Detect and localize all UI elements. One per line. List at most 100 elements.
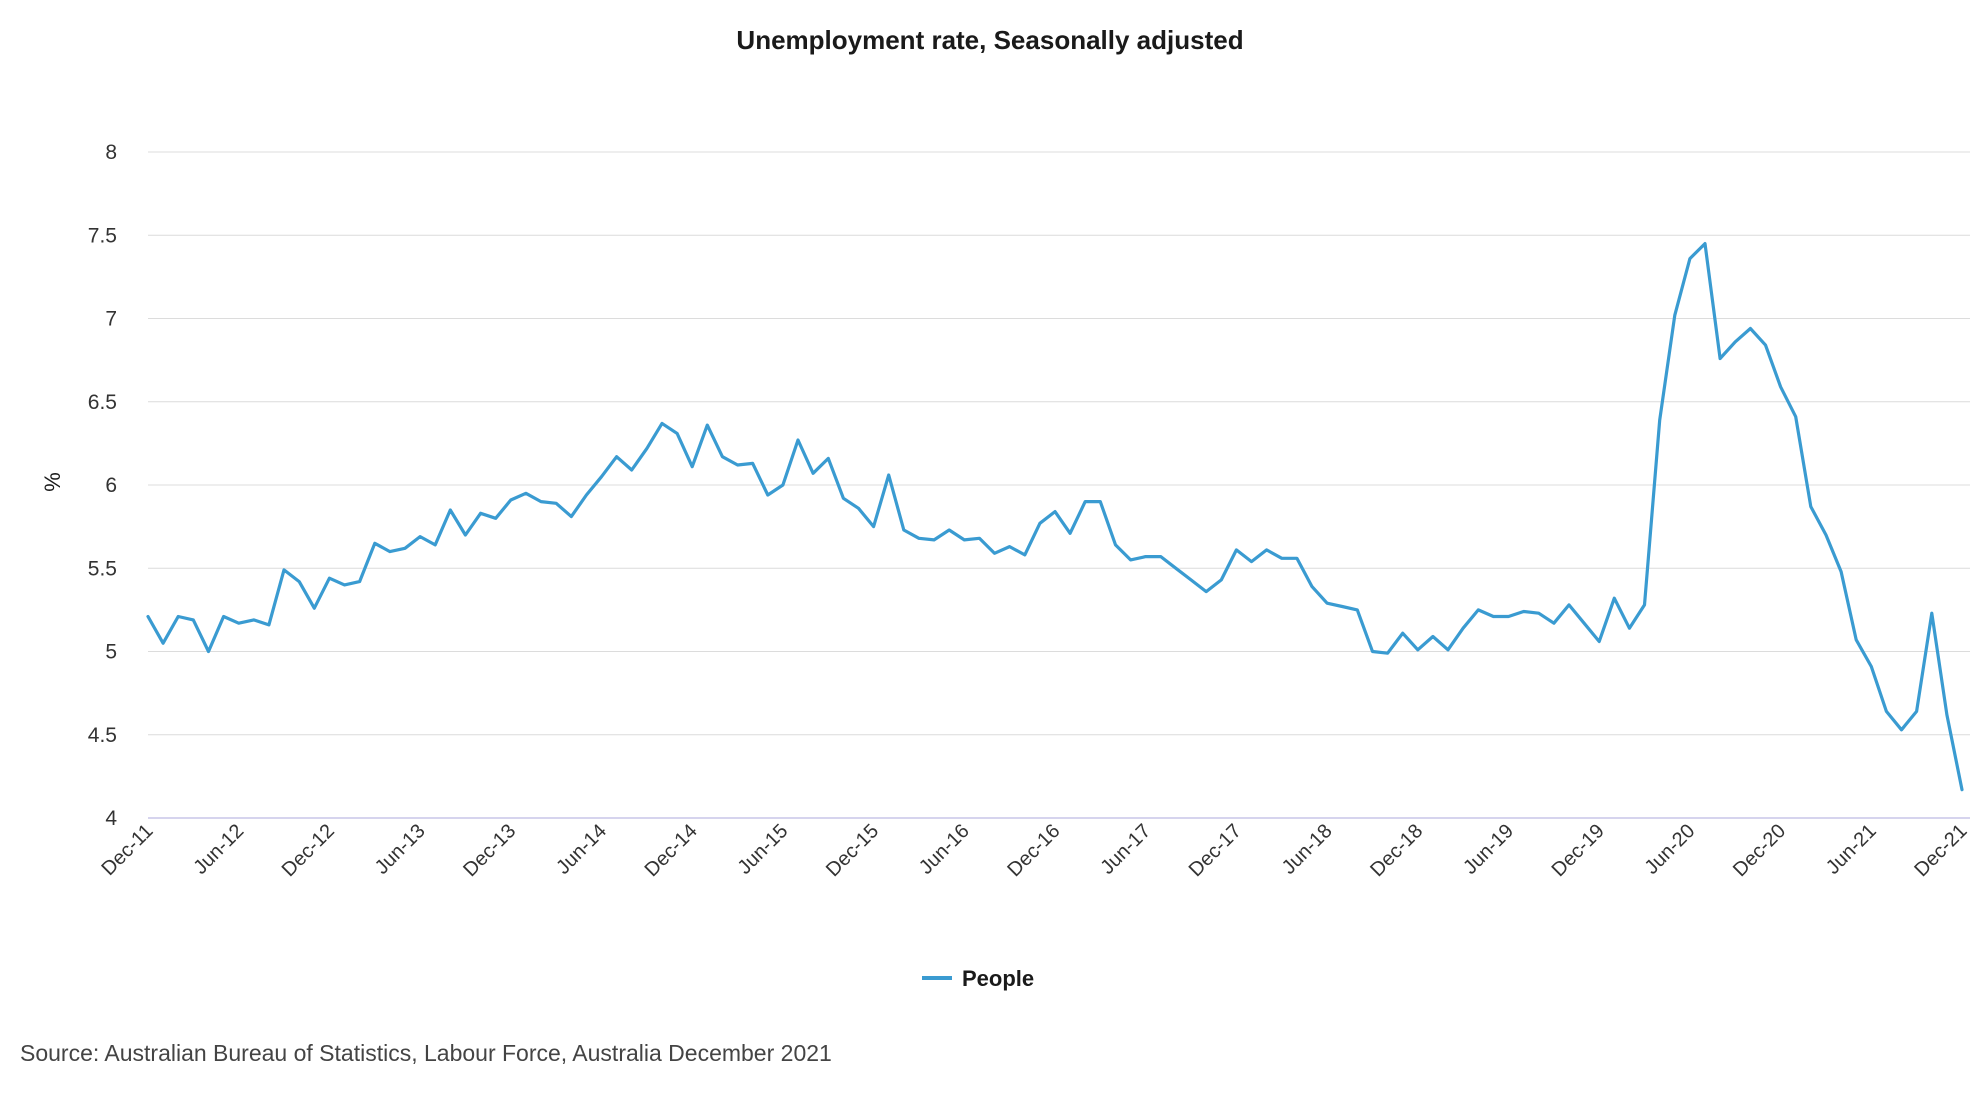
data-point[interactable] xyxy=(1203,589,1209,595)
data-point[interactable] xyxy=(1551,620,1557,626)
data-point[interactable] xyxy=(1249,559,1255,565)
data-point[interactable] xyxy=(1158,554,1164,560)
data-point[interactable] xyxy=(1475,607,1481,613)
data-point[interactable] xyxy=(1642,602,1648,608)
data-point[interactable] xyxy=(946,527,952,533)
data-point[interactable] xyxy=(190,617,196,623)
data-point[interactable] xyxy=(1173,565,1179,571)
data-point[interactable] xyxy=(1339,604,1345,610)
data-point[interactable] xyxy=(205,649,211,655)
data-point[interactable] xyxy=(765,492,771,498)
data-point[interactable] xyxy=(1218,577,1224,583)
data-point[interactable] xyxy=(1521,609,1527,615)
data-point[interactable] xyxy=(402,545,408,551)
data-point[interactable] xyxy=(1823,532,1829,538)
data-point[interactable] xyxy=(1007,544,1013,550)
data-point[interactable] xyxy=(1914,708,1920,714)
data-point[interactable] xyxy=(538,499,544,505)
data-point[interactable] xyxy=(629,467,635,473)
data-point[interactable] xyxy=(1853,637,1859,643)
data-point[interactable] xyxy=(735,462,741,468)
data-point[interactable] xyxy=(296,579,302,585)
data-point[interactable] xyxy=(1687,256,1693,262)
data-point[interactable] xyxy=(795,437,801,443)
data-point[interactable] xyxy=(1037,520,1043,526)
data-point[interactable] xyxy=(644,445,650,451)
series-line-people[interactable] xyxy=(146,242,1964,792)
data-point[interactable] xyxy=(175,614,181,620)
data-point[interactable] xyxy=(1022,552,1028,558)
data-point[interactable] xyxy=(659,420,665,426)
data-point[interactable] xyxy=(1264,547,1270,553)
data-point[interactable] xyxy=(1385,650,1391,656)
data-point[interactable] xyxy=(1188,577,1194,583)
data-point[interactable] xyxy=(1883,708,1889,714)
data-point[interactable] xyxy=(976,535,982,541)
data-point[interactable] xyxy=(1732,339,1738,345)
data-point[interactable] xyxy=(840,495,846,501)
data-point[interactable] xyxy=(1838,569,1844,575)
data-point[interactable] xyxy=(992,550,998,556)
data-point[interactable] xyxy=(855,505,861,511)
data-point[interactable] xyxy=(281,567,287,573)
data-point[interactable] xyxy=(372,540,378,546)
data-point[interactable] xyxy=(478,510,484,516)
data-point[interactable] xyxy=(1717,355,1723,361)
data-point[interactable] xyxy=(583,492,589,498)
data-point[interactable] xyxy=(1082,499,1088,505)
data-point[interactable] xyxy=(1097,499,1103,505)
data-point[interactable] xyxy=(417,534,423,540)
data-point[interactable] xyxy=(780,482,786,488)
data-point[interactable] xyxy=(1143,554,1149,560)
legend[interactable]: People xyxy=(922,966,1034,991)
data-point[interactable] xyxy=(886,472,892,478)
data-point[interactable] xyxy=(145,614,151,620)
data-point[interactable] xyxy=(1052,509,1058,515)
data-point[interactable] xyxy=(1657,417,1663,423)
data-point[interactable] xyxy=(719,454,725,460)
data-point[interactable] xyxy=(1778,384,1784,390)
data-point[interactable] xyxy=(674,430,680,436)
data-point[interactable] xyxy=(447,507,453,513)
data-point[interactable] xyxy=(160,640,166,646)
data-point[interactable] xyxy=(1506,614,1512,620)
data-point[interactable] xyxy=(1762,342,1768,348)
data-point[interactable] xyxy=(1899,727,1905,733)
data-point[interactable] xyxy=(342,582,348,588)
data-point[interactable] xyxy=(961,537,967,543)
data-point[interactable] xyxy=(901,527,907,533)
data-point[interactable] xyxy=(1747,325,1753,331)
data-point[interactable] xyxy=(599,474,605,480)
data-point[interactable] xyxy=(916,535,922,541)
data-point[interactable] xyxy=(357,579,363,585)
data-point[interactable] xyxy=(825,455,831,461)
data-point[interactable] xyxy=(1626,625,1632,631)
data-point[interactable] xyxy=(1112,542,1118,548)
data-point[interactable] xyxy=(750,460,756,466)
data-point[interactable] xyxy=(236,620,242,626)
data-point[interactable] xyxy=(1611,595,1617,601)
data-point[interactable] xyxy=(1279,555,1285,561)
data-point[interactable] xyxy=(810,470,816,476)
data-point[interactable] xyxy=(1944,712,1950,718)
data-point[interactable] xyxy=(221,614,227,620)
data-point[interactable] xyxy=(568,514,574,520)
data-point[interactable] xyxy=(1445,647,1451,653)
data-point[interactable] xyxy=(1430,634,1436,640)
data-point[interactable] xyxy=(931,537,937,543)
data-point[interactable] xyxy=(1128,557,1134,563)
data-point[interactable] xyxy=(1702,241,1708,247)
data-point[interactable] xyxy=(432,542,438,548)
data-point[interactable] xyxy=(1233,547,1239,553)
data-point[interactable] xyxy=(1672,312,1678,318)
data-point[interactable] xyxy=(1354,607,1360,613)
data-point[interactable] xyxy=(251,617,257,623)
data-point[interactable] xyxy=(1309,584,1315,590)
data-point[interactable] xyxy=(1596,639,1602,645)
data-point[interactable] xyxy=(493,515,499,521)
data-point[interactable] xyxy=(1460,625,1466,631)
data-point[interactable] xyxy=(1868,663,1874,669)
data-point[interactable] xyxy=(387,549,393,555)
data-point[interactable] xyxy=(1294,555,1300,561)
data-point[interactable] xyxy=(326,575,332,581)
